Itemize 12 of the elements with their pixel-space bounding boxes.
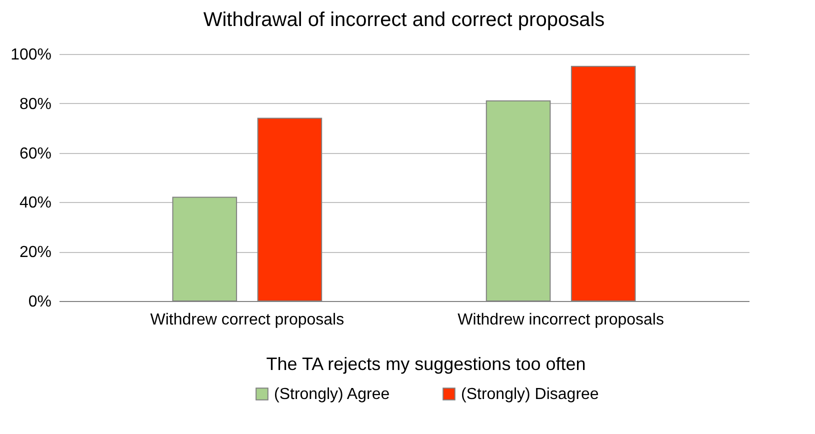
y-tick-label: 20% — [19, 244, 52, 262]
y-tick-label: 100% — [10, 46, 52, 64]
y-tick-label: 40% — [19, 194, 52, 212]
chart-title: Withdrawal of incorrect and correct proposals — [203, 9, 605, 31]
legend-label: (Strongly) Disagree — [461, 386, 599, 403]
x-tick-label: Withdrew incorrect proposals — [458, 312, 664, 328]
legend-title: The TA rejects my suggestions too often — [266, 354, 586, 374]
y-tick-label: 0% — [28, 294, 52, 310]
x-tick-label: Withdrew correct proposals — [150, 312, 344, 328]
y-tick-label: 80% — [19, 96, 52, 113]
legend-label: (Strongly) Agree — [274, 386, 390, 403]
y-tick-label: 60% — [19, 145, 52, 162]
